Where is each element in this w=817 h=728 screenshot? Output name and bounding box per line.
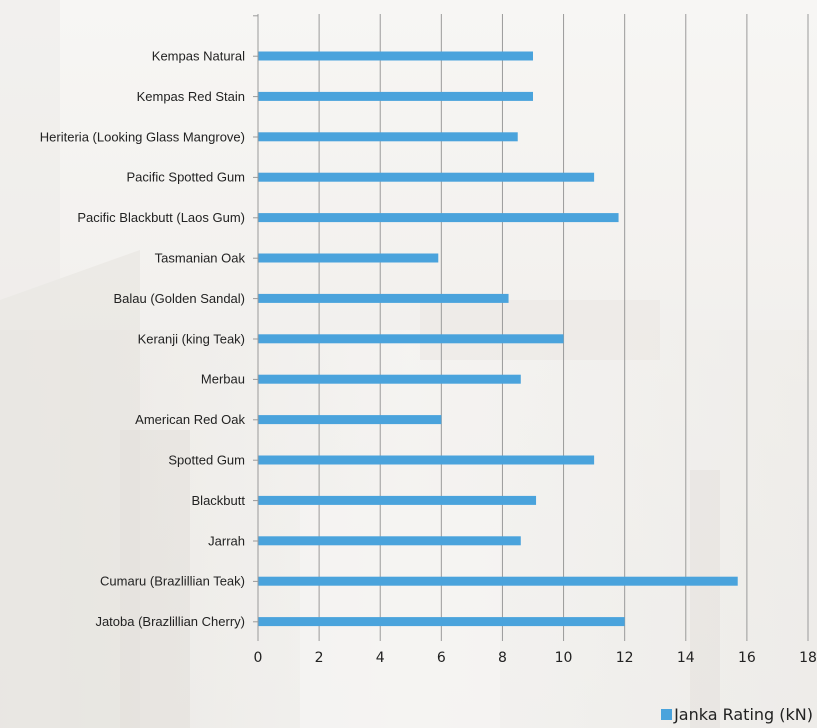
category-label: Kempas Natural [152, 49, 245, 64]
category-label: Blackbutt [192, 493, 246, 508]
x-tick-label: 8 [498, 650, 507, 666]
bar [258, 132, 518, 142]
category-label: Keranji (king Teak) [138, 331, 245, 346]
legend: Janka Rating (kN) [661, 705, 813, 724]
category-label: Pacific Blackbutt (Laos Gum) [77, 210, 245, 225]
x-tick-labels: 0 2 4 6 8 10 12 14 16 18 [254, 650, 817, 666]
x-tick-label: 6 [437, 650, 446, 666]
bar [258, 495, 537, 505]
category-label: Kempas Red Stain [137, 89, 245, 104]
gridlines [318, 14, 809, 641]
category-labels: Kempas Natural Kempas Red Stain Heriteria … [40, 49, 246, 630]
bar [258, 536, 521, 546]
bar [258, 374, 521, 384]
x-tick-label: 0 [254, 650, 263, 666]
bar [258, 415, 442, 425]
bar [258, 253, 439, 263]
y-axis [253, 14, 259, 641]
bar [258, 172, 595, 182]
category-label: Pacific Spotted Gum [127, 170, 246, 185]
legend-swatch [661, 709, 673, 720]
category-label: Jatoba (Brazlillian Cherry) [95, 614, 245, 629]
x-tick-label: 10 [555, 650, 573, 666]
x-tick-label: 4 [376, 650, 385, 666]
x-tick-label: 14 [677, 650, 695, 666]
x-tick-label: 18 [799, 650, 817, 666]
bar [258, 334, 564, 344]
bar [258, 51, 533, 61]
category-label: Spotted Gum [168, 453, 245, 468]
x-tick-label: 2 [315, 650, 324, 666]
category-label: Balau (Golden Sandal) [113, 291, 245, 306]
category-label: Merbau [201, 372, 245, 387]
category-label: Heriteria (Looking Glass Mangrove) [40, 129, 245, 144]
x-tick-label: 12 [616, 650, 634, 666]
category-label: Cumaru (Brazlillian Teak) [100, 574, 245, 589]
category-label: American Red Oak [135, 412, 245, 427]
category-label: Jarrah [208, 533, 245, 548]
legend-label: Janka Rating (kN) [674, 705, 813, 724]
bar [258, 617, 625, 627]
bar [258, 213, 619, 223]
category-label: Tasmanian Oak [155, 251, 246, 266]
bar [258, 91, 533, 101]
x-tick-label: 16 [738, 650, 756, 666]
bars [258, 51, 738, 627]
bar [258, 455, 595, 465]
bar [258, 576, 738, 586]
bar [258, 293, 509, 303]
